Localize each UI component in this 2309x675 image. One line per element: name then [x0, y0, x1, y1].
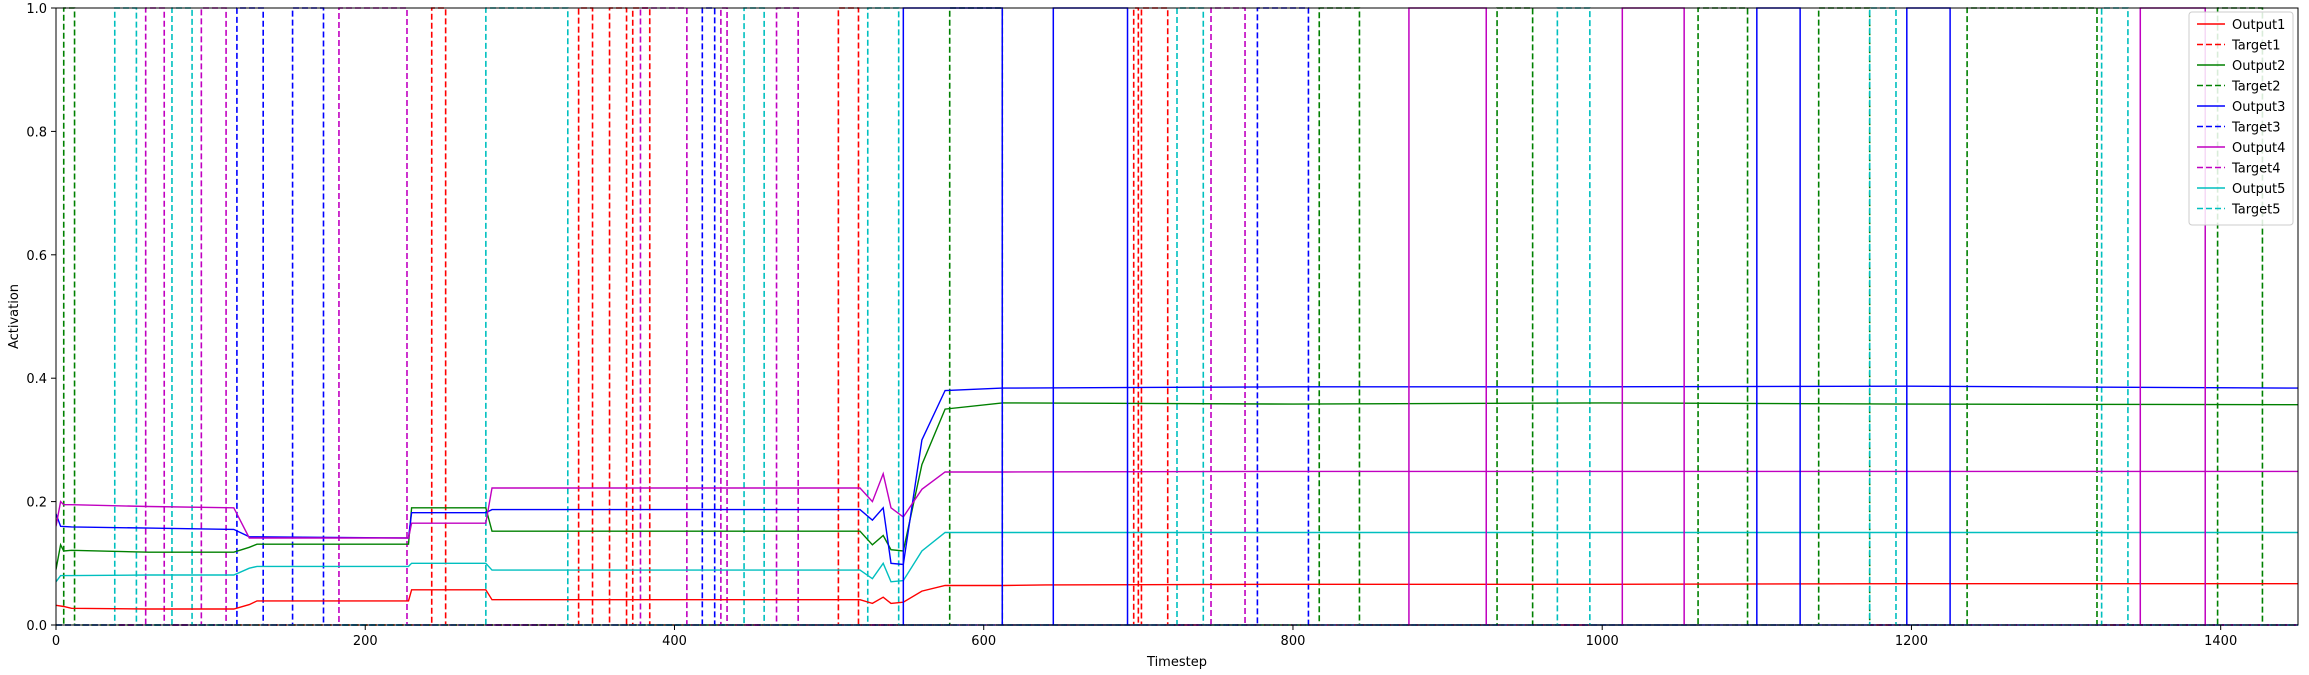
series-output3-line [56, 385, 2298, 566]
legend-label-output2: Output2 [2232, 59, 2285, 74]
x-tick-label: 600 [971, 634, 996, 649]
y-tick-label: 0.0 [26, 619, 47, 634]
legend-label-target1: Target1 [2231, 39, 2281, 54]
x-tick-label: 1200 [1895, 634, 1928, 649]
series-target2-line [56, 7, 2298, 626]
legend-label-output1: Output1 [2232, 18, 2285, 33]
plot-area [56, 7, 2298, 626]
legend-label-output4: Output4 [2232, 141, 2285, 156]
x-tick-label: 800 [1281, 634, 1306, 649]
y-axis-title: Activation [7, 284, 22, 349]
plot-frame [55, 7, 2299, 626]
y-tick-label: 1.0 [26, 2, 47, 17]
series-output1-line [56, 583, 2298, 610]
legend-label-target4: Target4 [2231, 162, 2281, 177]
x-tick-label: 0 [52, 634, 60, 649]
y-tick-label: 0.8 [26, 125, 47, 140]
x-tick-label: 200 [353, 634, 378, 649]
legend-label-target2: Target2 [2231, 80, 2281, 95]
legend: Output1 Target1 Output2 Target2 Output3 Targe… [2188, 11, 2294, 226]
x-tick-label: 1000 [1586, 634, 1619, 649]
x-tick-label: 400 [662, 634, 687, 649]
series-output5-line [56, 531, 2298, 583]
x-tick-label: 1400 [2204, 634, 2237, 649]
legend-label-target5: Target5 [2231, 203, 2281, 218]
x-axis-title: Timestep [1146, 655, 1207, 670]
y-axis-ticks: 0.0 0.2 0.4 0.6 0.8 1.0 [26, 2, 56, 634]
legend-label-output3: Output3 [2232, 100, 2285, 115]
x-axis-ticks: 0 200 400 600 800 1000 1200 1400 [52, 625, 2237, 649]
series-output4-line [56, 470, 2298, 539]
y-tick-label: 0.6 [26, 249, 47, 264]
legend-label-output5: Output5 [2232, 182, 2285, 197]
series-output2-line [56, 402, 2298, 570]
y-tick-label: 0.2 [26, 496, 47, 511]
y-tick-label: 0.4 [26, 372, 47, 387]
legend-label-target3: Target3 [2231, 121, 2281, 136]
